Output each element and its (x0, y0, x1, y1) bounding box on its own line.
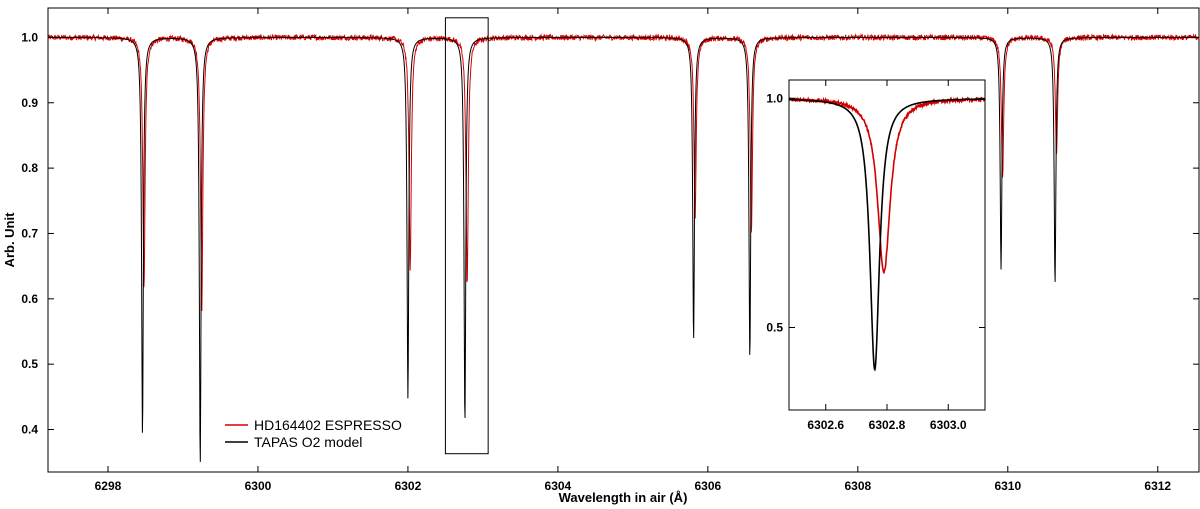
main-x-tick-label: 6308 (844, 479, 871, 493)
main-y-tick-label: 0.7 (21, 226, 38, 240)
main-x-tick-label: 6298 (95, 479, 122, 493)
inset-ticks-group: 6302.6 6302.8 6303.0 0.5 1.0 (766, 80, 985, 432)
legend: HD164402 ESPRESSO TAPAS O2 model (225, 417, 402, 450)
main-x-tick-label: 6302 (395, 479, 422, 493)
inset-y-tick-label: 0.5 (766, 321, 783, 335)
main-x-tick-label: 6304 (545, 479, 572, 493)
main-ticks-group: 6298 6300 6302 6304 6306 6308 6310 6312 0.4 0.5 0.… (21, 8, 1199, 493)
main-y-tick-label: 0.4 (21, 423, 38, 437)
inset-x-tick-label: 6302.6 (807, 418, 844, 432)
inset-highlight-box (444, 17, 489, 455)
main-y-tick-label: 0.5 (21, 357, 38, 371)
main-x-tick-label: 6310 (994, 479, 1021, 493)
main-y-tick-label: 1.0 (21, 30, 38, 44)
x-axis-title: Wavelength in air (Å) (559, 490, 688, 505)
main-x-tick-label: 6312 (1144, 479, 1171, 493)
inset-x-tick-label: 6303.0 (930, 418, 967, 432)
main-series-tapas-line (48, 36, 1199, 462)
main-series-group (47, 33, 1200, 462)
inset-x-tick-label: 6302.8 (869, 418, 906, 432)
inset-y-tick-label: 1.0 (766, 91, 783, 105)
y-axis-title: Arb. Unit (2, 212, 17, 268)
inset-series-group (788, 96, 986, 372)
main-plot-frame (47, 7, 1200, 473)
legend-label-espresso: HD164402 ESPRESSO (254, 417, 402, 433)
main-x-tick-label: 6306 (695, 479, 722, 493)
legend-label-tapas: TAPAS O2 model (254, 434, 362, 450)
main-series-espresso-line (47, 33, 1200, 312)
main-x-tick-label: 6300 (245, 479, 272, 493)
main-y-tick-label: 0.8 (21, 161, 38, 175)
main-y-tick-label: 0.6 (21, 292, 38, 306)
inset-series-tapas-line (788, 98, 985, 372)
main-y-tick-label: 0.9 (21, 96, 38, 110)
